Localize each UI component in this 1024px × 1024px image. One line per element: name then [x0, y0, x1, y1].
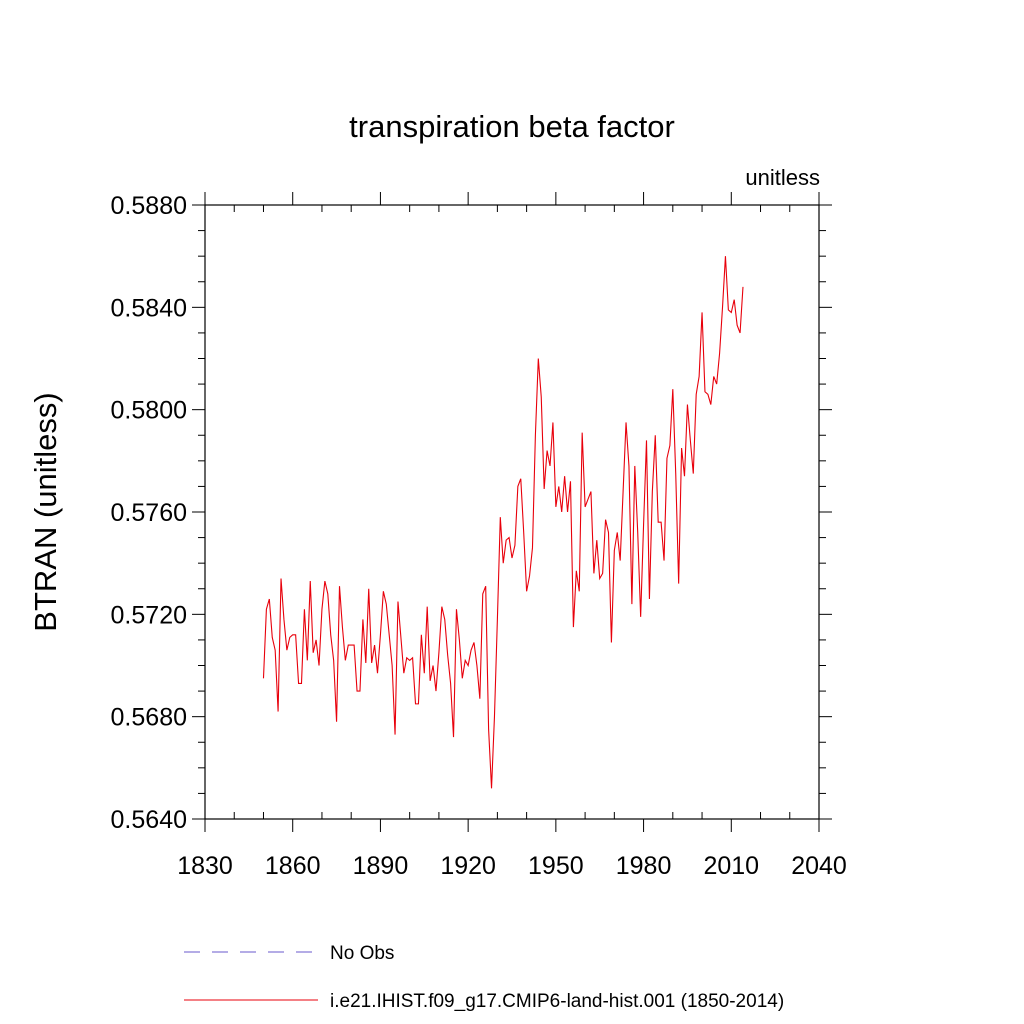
- y-tick-label: 0.5720: [111, 601, 187, 629]
- y-tick-label: 0.5880: [111, 192, 187, 220]
- axis-tick-labels: 1830 1860 1890 1920 1950 1980 2010 2040 0.5640 0.…: [111, 192, 847, 880]
- y-tick-label: 0.5680: [111, 704, 187, 732]
- x-tick-label: 1950: [528, 852, 584, 880]
- x-tick-label: 2040: [791, 852, 847, 880]
- series-line: [262, 256, 744, 789]
- y-tick-label: 0.5760: [111, 499, 187, 527]
- y-tick-label: 0.5640: [111, 806, 187, 834]
- legend-label: i.e21.IHIST.f09_g17.CMIP6-land-hist.001 …: [330, 991, 784, 1012]
- x-tick-label: 2010: [703, 852, 759, 880]
- series-layer: [262, 256, 744, 789]
- chart-title: transpiration beta factor: [349, 109, 675, 144]
- legend: No Obs i.e21.IHIST.f09_g17.CMIP6-land-his…: [184, 943, 784, 1012]
- y-axis-label: BTRAN (unitless): [28, 392, 63, 631]
- plot-frame: [204, 204, 820, 820]
- units-label: unitless: [745, 165, 820, 190]
- y-tick-label: 0.5840: [111, 294, 187, 322]
- x-tick-label: 1980: [616, 852, 672, 880]
- x-tick-label: 1830: [177, 852, 233, 880]
- x-tick-label: 1890: [353, 852, 409, 880]
- legend-label: No Obs: [330, 943, 394, 964]
- x-tick-label: 1920: [440, 852, 496, 880]
- axis-ticks: [192, 192, 832, 832]
- y-tick-label: 0.5800: [111, 397, 187, 425]
- x-tick-label: 1860: [265, 852, 321, 880]
